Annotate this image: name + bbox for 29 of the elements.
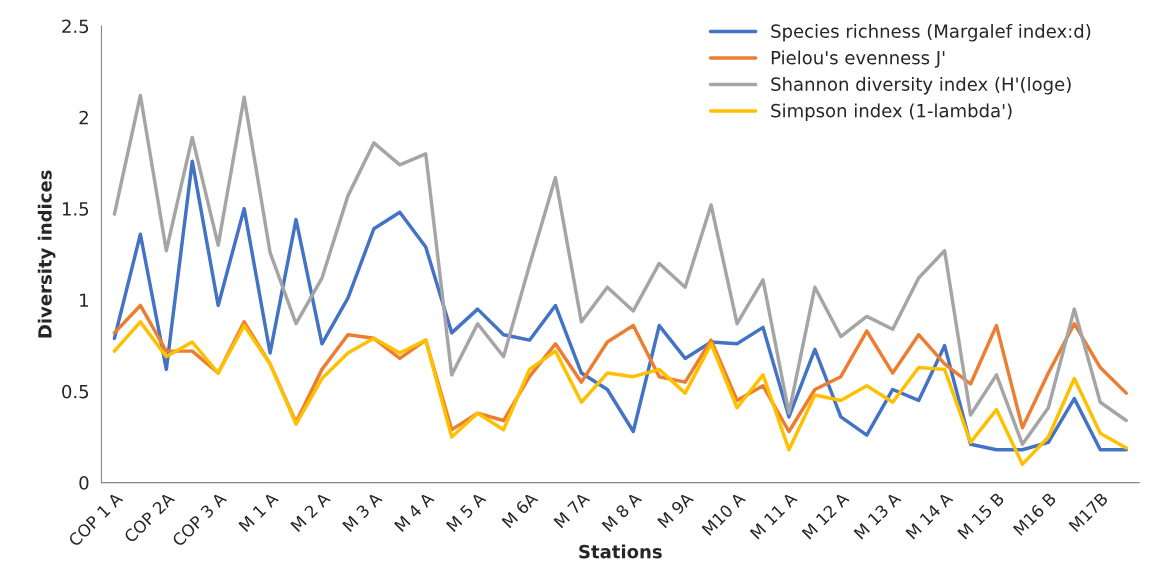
y-axis-title: Diversity indices xyxy=(37,170,56,338)
x-axis-title: Stations xyxy=(579,544,662,559)
legend-label: Pielou's evenness J' xyxy=(771,50,945,68)
y-tick-label: 2.5 xyxy=(62,19,89,34)
line-series xyxy=(112,93,1128,447)
y-tick-label: 1.5 xyxy=(62,202,89,216)
x-tick-label: M 2 A xyxy=(290,491,331,532)
line-series xyxy=(112,320,1128,467)
legend-label: Simpson index (1-lambda') xyxy=(771,103,1012,121)
x-tick-label: M 7A xyxy=(553,491,591,529)
x-tick-label: M 1 A xyxy=(238,491,279,532)
x-tick-label: M 15 B xyxy=(957,492,1005,540)
x-tick-label: M 4 A xyxy=(394,491,435,532)
y-tick-label: 1 xyxy=(80,293,88,307)
legend-label: Shannon diversity index (H'(loge) xyxy=(771,77,1071,95)
y-tick-label: 0 xyxy=(79,476,89,490)
x-tick-label: M 5 A xyxy=(445,491,487,533)
legend-label: Species richness (Margalef index:d) xyxy=(771,24,1091,42)
x-tick-label: M 9A xyxy=(657,491,695,529)
x-tick-label: M 11 A xyxy=(749,491,798,540)
y-tick-label: 0.5 xyxy=(62,384,89,399)
x-tick-label: M 3 A xyxy=(342,491,383,533)
x-tick-label: M 12 A xyxy=(801,491,850,540)
x-tick-label: M 8 A xyxy=(601,491,643,533)
y-tick-label: 2 xyxy=(79,110,88,125)
x-tick-label: M 6A xyxy=(501,491,539,529)
x-tick-label: M 13 A xyxy=(853,491,902,540)
x-tick-label: M 14 A xyxy=(905,491,954,540)
line-series xyxy=(112,159,1128,452)
